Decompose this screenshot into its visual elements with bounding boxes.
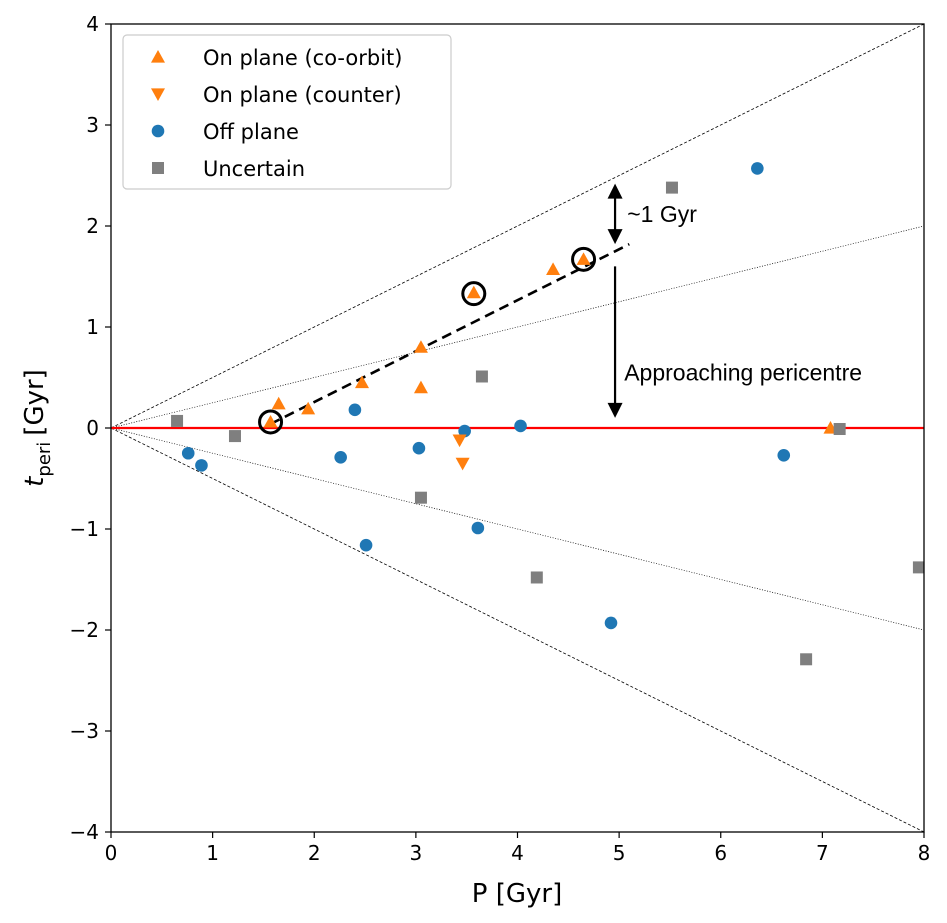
arrow-head — [607, 183, 623, 199]
legend-marker-off-plane — [151, 124, 165, 138]
data-points — [171, 162, 924, 666]
highlight-ring — [461, 281, 487, 307]
point-on-plane-co-orbit — [271, 396, 286, 410]
x-tick-label: 0 — [105, 841, 118, 865]
point-off-plane — [334, 450, 347, 464]
point-on-plane-co-orbit — [466, 285, 481, 299]
y-tick-label: 4 — [86, 12, 99, 36]
x-tick-label: 4 — [511, 841, 524, 865]
y-axis-title: tperi [Gyr] — [20, 369, 55, 487]
y-axis-title-unit: [Gyr] — [20, 369, 50, 436]
y-tick-label: 2 — [86, 214, 99, 238]
y-tick-label: −1 — [70, 517, 99, 541]
point-off-plane — [195, 459, 208, 472]
x-tick-label: 7 — [816, 841, 829, 865]
legend-label-on-plane-counter: On plane (counter) — [203, 83, 402, 107]
legend-marker-on-plane-co-orbit — [151, 50, 165, 63]
y-tick-label: −4 — [70, 820, 99, 844]
annotation-label-0: ~1 Gyr — [627, 201, 697, 227]
reference-line-2 — [111, 225, 924, 429]
point-off-plane — [458, 424, 471, 438]
annotation-labels: ~1 Gyr Approaching pericentre — [624, 201, 862, 386]
highlight-ring — [258, 409, 284, 435]
point-on-plane-co-orbit — [413, 340, 428, 353]
arrow-head — [607, 402, 623, 418]
x-tick-label: 5 — [613, 841, 626, 865]
legend-marker-uncertain — [152, 162, 164, 174]
highlight-ring — [571, 246, 597, 272]
y-tick-label: 3 — [86, 113, 99, 137]
point-off-plane — [412, 441, 426, 455]
x-tick-label: 1 — [206, 841, 219, 865]
point-off-plane — [777, 448, 791, 462]
reference-line-0 — [111, 24, 924, 429]
x-axis-title: P [Gyr] — [472, 879, 562, 909]
reference-line-1 — [111, 427, 924, 832]
point-on-plane-co-orbit — [263, 414, 278, 428]
legend-label-uncertain: Uncertain — [203, 157, 305, 181]
point-off-plane — [751, 162, 764, 175]
annotation-label-1: Approaching pericentre — [624, 359, 862, 385]
point-uncertain — [912, 561, 924, 574]
x-tick-label: 3 — [410, 841, 423, 865]
legend-marker-on-plane-counter — [151, 88, 165, 101]
y-tick-label: 1 — [86, 315, 99, 339]
fit-line — [269, 243, 630, 426]
x-tick-label: 2 — [308, 841, 321, 865]
point-on-plane-counter — [452, 434, 467, 448]
fit-line-group — [269, 243, 630, 426]
point-on-plane-counter — [455, 457, 470, 471]
point-off-plane — [471, 521, 485, 535]
point-uncertain — [475, 370, 488, 383]
point-on-plane-co-orbit — [301, 401, 316, 415]
point-on-plane-co-orbit — [355, 375, 370, 389]
axis-ticks: 0 1 2 3 4 5 6 7 8 −4 −3 −2 −1 0 1 2 3 4 — [70, 12, 931, 865]
point-uncertain — [530, 571, 543, 584]
legend-box — [122, 34, 452, 190]
svg-text:tperi[Gyr]: tperi [Gyr] — [20, 369, 55, 487]
highlight-rings — [258, 246, 597, 435]
point-uncertain — [228, 430, 241, 443]
point-uncertain — [833, 423, 846, 436]
y-tick-label: −2 — [70, 618, 99, 642]
y-axis-title-sub: peri — [34, 442, 55, 477]
x-tick-label: 8 — [918, 841, 931, 865]
point-off-plane — [514, 419, 527, 433]
y-tick-label: 0 — [86, 416, 99, 440]
reference-line-3 — [111, 427, 924, 631]
legend-label-off-plane: Off plane — [203, 120, 299, 144]
annotation-arrows — [607, 183, 623, 418]
point-on-plane-co-orbit — [576, 252, 591, 265]
point-uncertain — [414, 491, 427, 504]
legend-label-on-plane-co-orbit: On plane (co-orbit) — [203, 46, 402, 70]
point-on-plane-co-orbit — [546, 262, 561, 276]
point-uncertain — [665, 181, 678, 194]
point-uncertain — [171, 414, 184, 427]
legend: On plane (co-orbit) On plane (counter) Off… — [122, 34, 452, 190]
arrow-head — [607, 229, 623, 245]
y-tick-label: −3 — [70, 719, 99, 743]
point-off-plane — [359, 538, 373, 552]
y-axis-title-main: t — [20, 476, 50, 487]
x-tick-label: 6 — [714, 841, 727, 865]
point-off-plane — [181, 446, 195, 460]
point-on-plane-co-orbit — [413, 380, 428, 394]
point-uncertain — [800, 653, 813, 666]
point-off-plane — [348, 403, 362, 417]
point-off-plane — [604, 616, 618, 630]
